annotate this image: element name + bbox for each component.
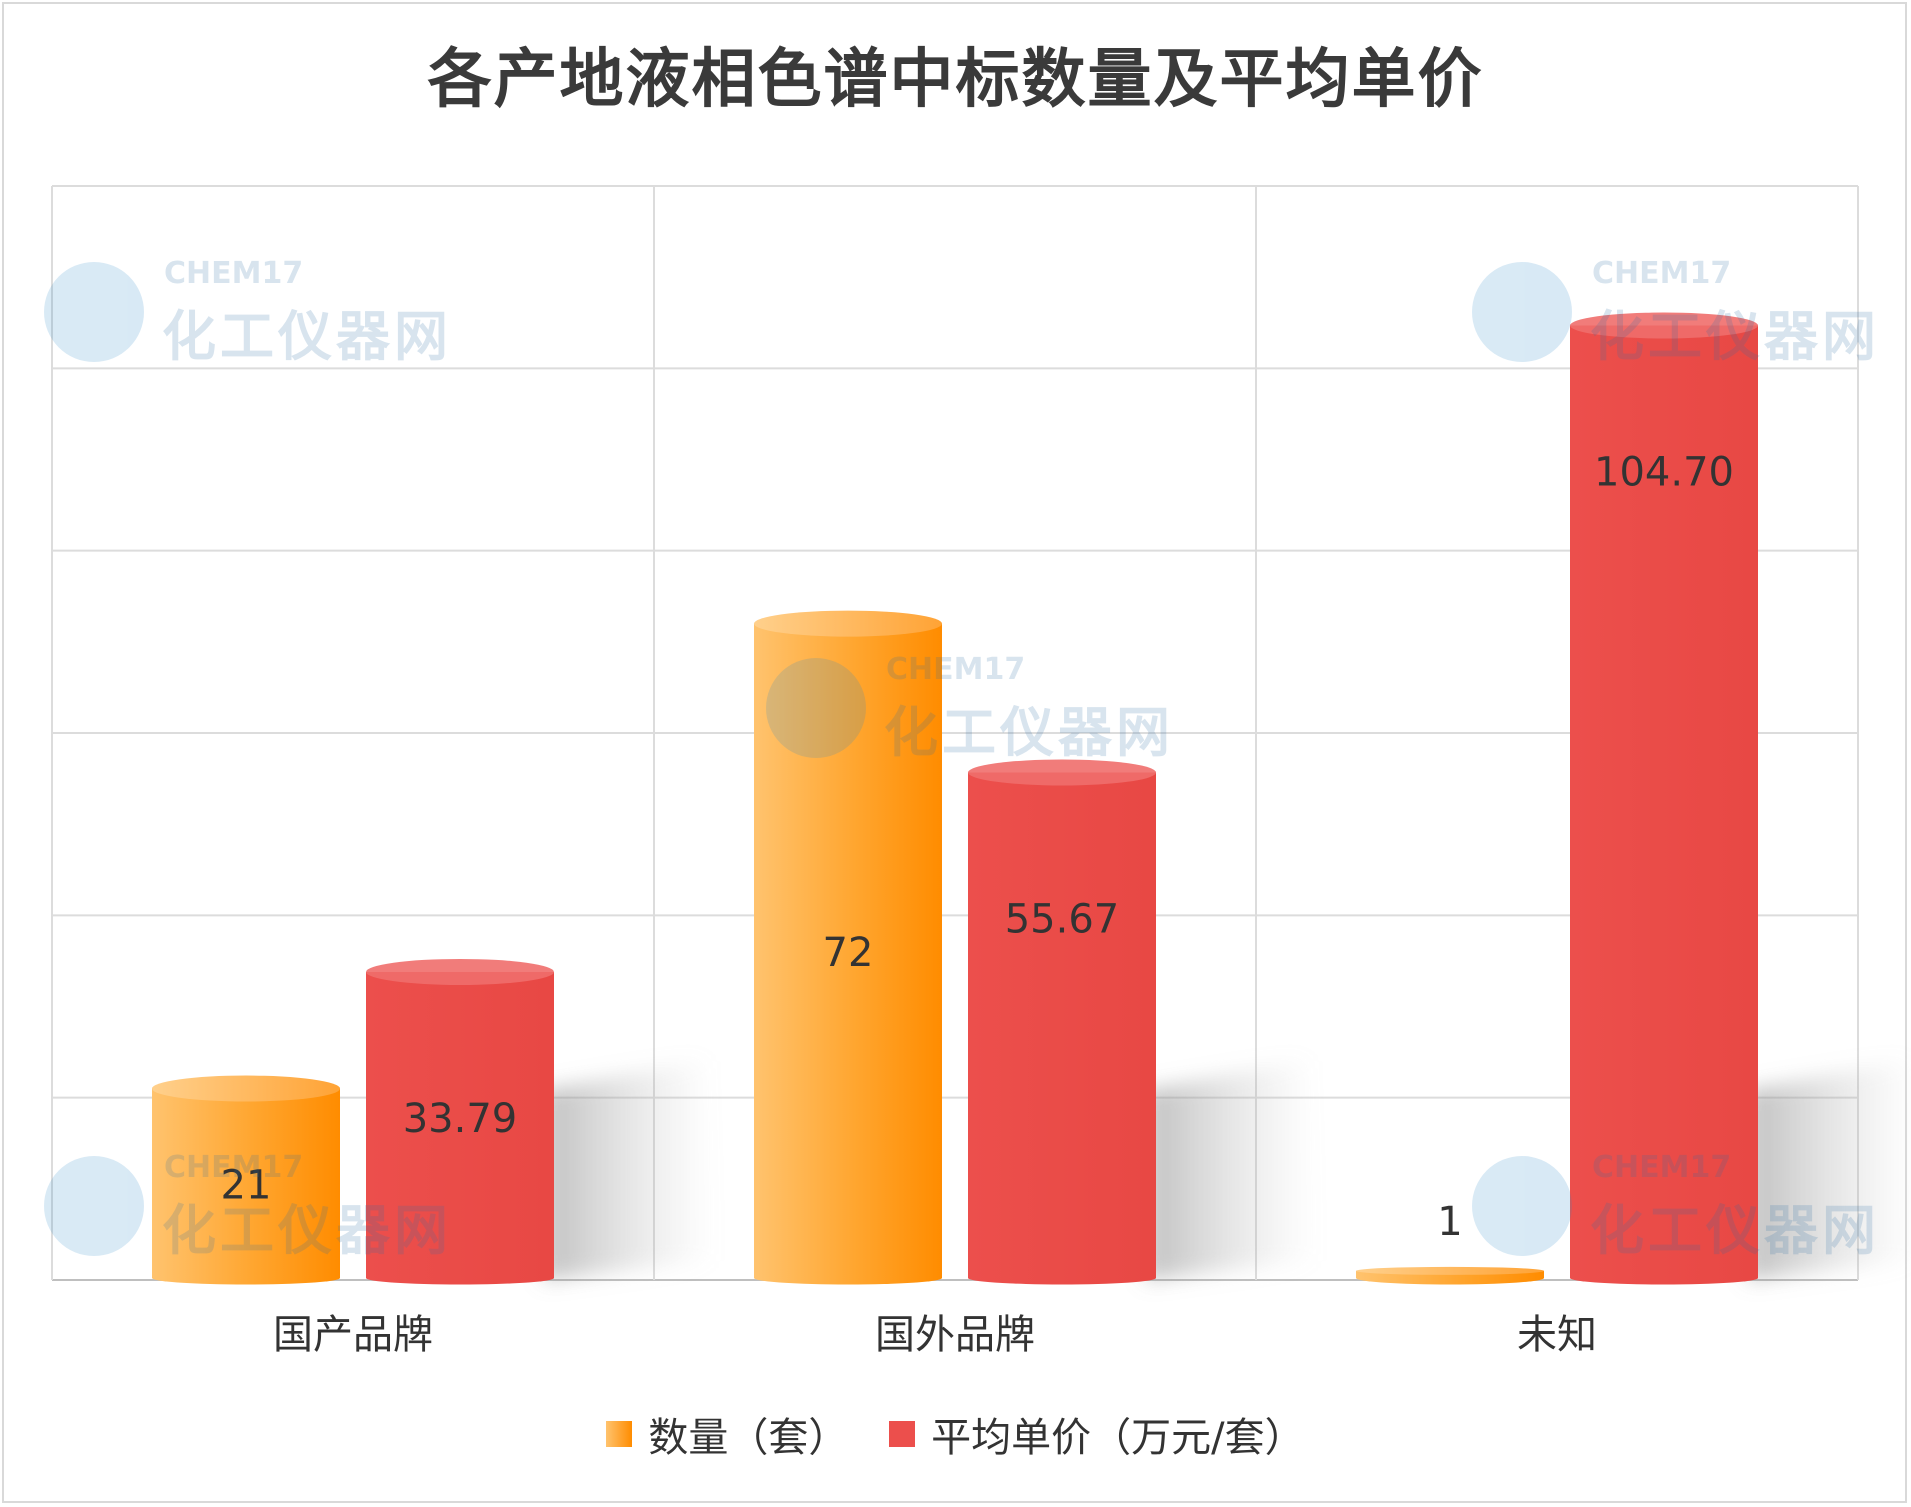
legend-item-avg-price[interactable]: 平均单价（万元/套） [889,1405,1305,1463]
bar-avg-price-2 [1570,325,1758,1285]
chart-legend: 数量（套） 平均单价（万元/套） [0,1405,1911,1463]
bar-avg-price-0 [366,971,554,1285]
data-label-quantity-2: 1 [1437,1199,1462,1245]
data-label-avg-price-2: 104.70 [1594,449,1734,495]
chart-title: 各产地液相色谱中标数量及平均单价 [427,43,1484,117]
data-label-quantity-1: 72 [823,930,874,976]
legend-swatch-quantity [606,1421,633,1447]
bar-layer [152,312,1758,1285]
data-label-avg-price-1: 55.67 [1005,896,1120,942]
bar-shadow [1146,1060,1316,1280]
shadow-layer [544,1060,1911,1280]
data-label-quantity-0: 21 [221,1162,272,1208]
x-tick-label: 国产品牌 [273,1312,433,1358]
bar-quantity-0 [152,1088,340,1285]
bar-avg-price-1 [968,772,1156,1285]
bar-cap-quantity-1 [754,610,942,637]
bar-shadow [1748,1060,1911,1280]
bar-cap-quantity-0 [152,1075,340,1102]
x-tick-label: 未知 [1517,1312,1597,1358]
legend-label-avg-price: 平均单价（万元/套） [931,1415,1305,1461]
legend-swatch-avg-price [889,1421,916,1447]
bar-cap-avg-price-1 [968,759,1156,786]
bar-quantity-1 [754,623,942,1285]
data-label-avg-price-0: 33.79 [403,1096,518,1142]
label-layer: 21 33.79 国产品牌 72 55.67 国外品牌 1 104.70 未知 [221,449,1734,1358]
bar-shadow [544,1060,714,1280]
x-tick-label: 国外品牌 [875,1312,1035,1358]
bar-cap-avg-price-2 [1570,312,1758,339]
bar-cap-quantity-2 [1356,1266,1544,1275]
bar-cap-avg-price-0 [366,958,554,985]
legend-label-quantity: 数量（套） [648,1415,849,1461]
legend-item-quantity[interactable]: 数量（套） [606,1405,848,1463]
grid-layer [51,185,1859,1281]
